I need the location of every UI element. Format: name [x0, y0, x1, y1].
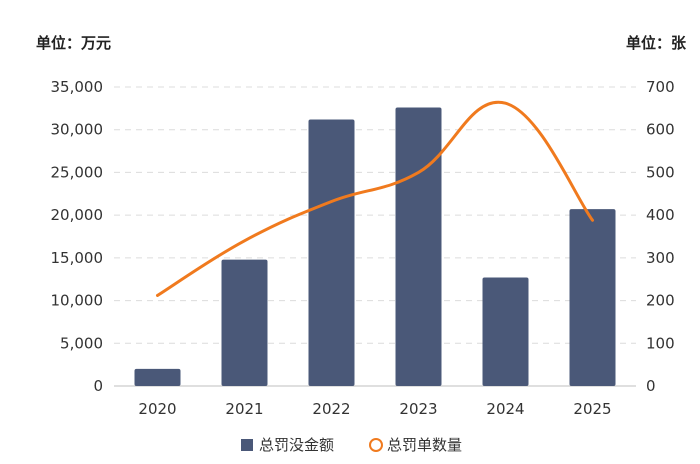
left-tick-label: 20,000 — [51, 206, 104, 224]
legend-bar-swatch — [241, 439, 253, 451]
right-tick-label: 700 — [646, 78, 675, 96]
left-tick-label: 30,000 — [51, 121, 104, 139]
right-tick-label: 100 — [646, 334, 675, 352]
legend: 总罚没金额 总罚单数量 — [241, 436, 462, 454]
left-tick-label: 10,000 — [51, 292, 104, 310]
left-tick-label: 5,000 — [60, 334, 103, 352]
bar — [482, 277, 529, 386]
right-tick-label: 500 — [646, 163, 675, 181]
x-tick-label: 2025 — [573, 400, 611, 418]
legend-bar-label: 总罚没金额 — [259, 436, 334, 454]
x-axis-ticks: 2020 2021 2022 2023 2024 2025 — [138, 400, 611, 418]
legend-line-label: 总罚单数量 — [387, 436, 462, 454]
x-tick-label: 2021 — [225, 400, 263, 418]
right-axis-ticks: 0 100 200 300 400 500 600 700 — [646, 78, 675, 395]
right-tick-label: 400 — [646, 206, 675, 224]
left-tick-label: 25,000 — [51, 163, 104, 181]
left-axis-ticks: 0 5,000 10,000 15,000 20,000 25,000 30,000 35,0… — [51, 78, 104, 395]
x-tick-label: 2024 — [486, 400, 524, 418]
bar — [221, 259, 268, 386]
left-tick-label: 0 — [93, 377, 103, 395]
bar — [395, 107, 442, 386]
x-tick-label: 2020 — [138, 400, 176, 418]
x-tick-label: 2022 — [312, 400, 350, 418]
left-tick-label: 15,000 — [51, 249, 104, 267]
line-series — [156, 100, 594, 297]
legend-line-swatch — [369, 438, 383, 452]
right-tick-label: 200 — [646, 292, 675, 310]
right-tick-label: 600 — [646, 121, 675, 139]
gridlines — [114, 86, 636, 387]
left-axis-unit-label: 单位：万元 — [36, 34, 111, 52]
bar — [569, 209, 616, 386]
x-tick-label: 2023 — [399, 400, 437, 418]
right-tick-label: 300 — [646, 249, 675, 267]
left-tick-label: 35,000 — [51, 78, 104, 96]
line-path — [156, 100, 594, 297]
bar — [134, 368, 181, 386]
bar-series — [134, 107, 616, 386]
right-tick-label: 0 — [646, 377, 656, 395]
right-axis-unit-label: 单位：张 — [626, 34, 687, 52]
bar — [308, 119, 355, 386]
